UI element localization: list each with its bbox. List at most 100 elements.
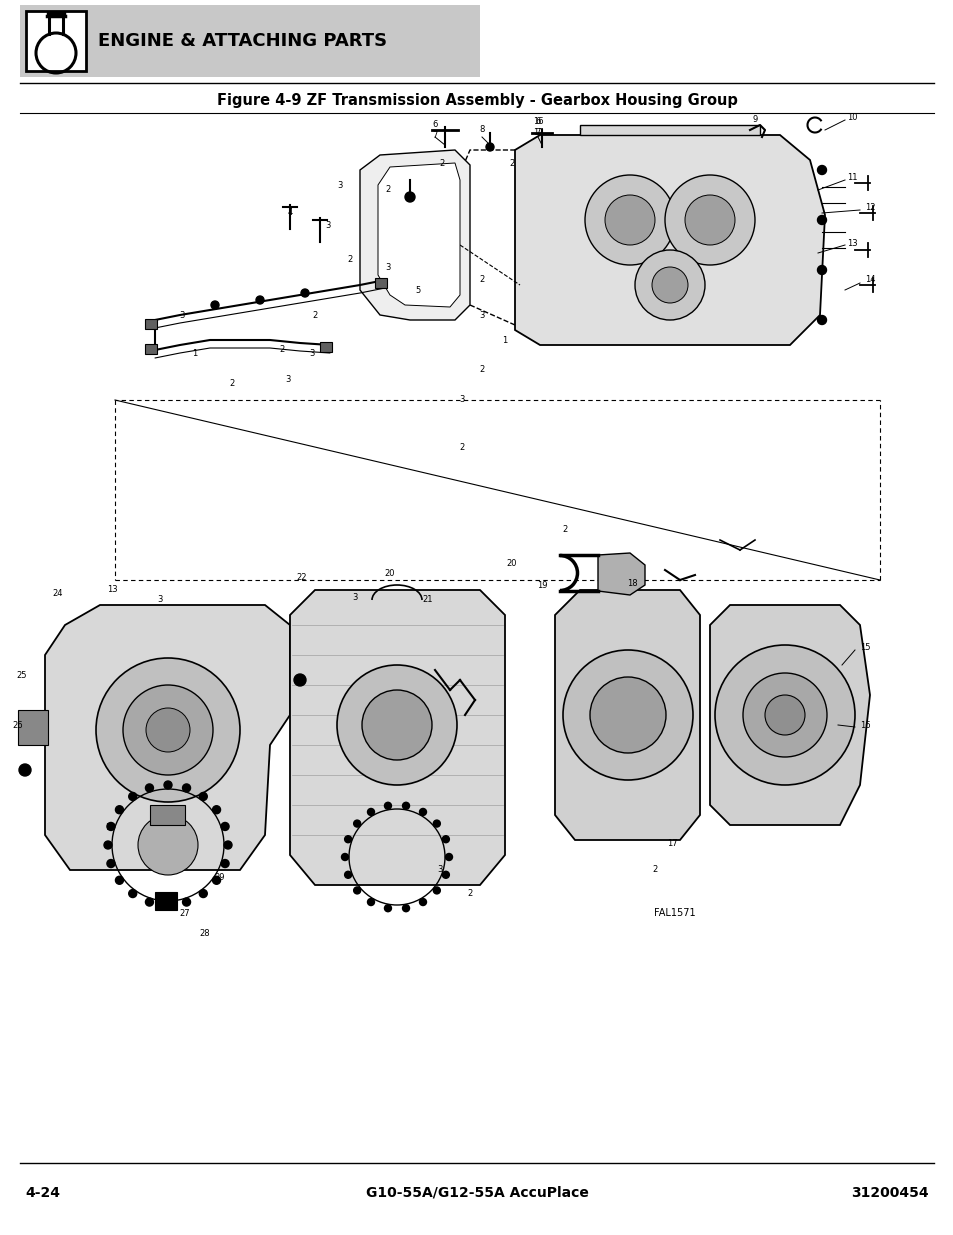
Circle shape bbox=[145, 898, 153, 906]
Text: 29: 29 bbox=[214, 872, 225, 882]
Circle shape bbox=[367, 899, 375, 905]
Text: 20: 20 bbox=[506, 558, 517, 568]
Circle shape bbox=[115, 805, 123, 814]
Circle shape bbox=[442, 871, 449, 878]
Text: 12: 12 bbox=[863, 203, 874, 211]
Text: ENGINE & ATTACHING PARTS: ENGINE & ATTACHING PARTS bbox=[98, 32, 387, 49]
Text: 2: 2 bbox=[279, 346, 284, 354]
Circle shape bbox=[199, 889, 207, 898]
Text: 16: 16 bbox=[859, 720, 869, 730]
Text: 19: 19 bbox=[537, 580, 547, 589]
Circle shape bbox=[367, 809, 375, 815]
Text: 27: 27 bbox=[179, 909, 190, 918]
Polygon shape bbox=[359, 149, 470, 320]
Text: FAL1571: FAL1571 bbox=[654, 908, 695, 918]
Bar bbox=[26, 11, 86, 70]
Circle shape bbox=[224, 841, 232, 848]
Circle shape bbox=[341, 853, 348, 861]
Circle shape bbox=[433, 820, 440, 827]
Circle shape bbox=[714, 645, 854, 785]
Circle shape bbox=[442, 836, 449, 842]
Text: 22: 22 bbox=[296, 573, 307, 582]
Text: 15: 15 bbox=[859, 642, 869, 652]
Text: 4: 4 bbox=[287, 209, 293, 217]
Circle shape bbox=[384, 803, 391, 809]
Circle shape bbox=[589, 677, 665, 753]
Circle shape bbox=[213, 805, 220, 814]
Circle shape bbox=[604, 195, 655, 245]
Circle shape bbox=[764, 695, 804, 735]
Bar bbox=[20, 5, 479, 77]
Polygon shape bbox=[555, 590, 700, 840]
Text: 3: 3 bbox=[179, 310, 185, 320]
Polygon shape bbox=[579, 125, 760, 135]
Circle shape bbox=[301, 289, 309, 296]
Bar bbox=[154, 892, 177, 910]
Text: 2: 2 bbox=[312, 310, 317, 320]
Bar bbox=[319, 342, 332, 352]
Text: 31200454: 31200454 bbox=[850, 1186, 928, 1200]
Circle shape bbox=[164, 781, 172, 789]
Bar bbox=[375, 278, 387, 288]
Circle shape bbox=[104, 841, 112, 848]
Text: 2: 2 bbox=[478, 275, 484, 284]
Circle shape bbox=[164, 902, 172, 909]
Circle shape bbox=[419, 809, 426, 815]
Text: 11: 11 bbox=[846, 173, 857, 182]
Text: 20: 20 bbox=[384, 568, 395, 578]
Text: 10: 10 bbox=[846, 112, 857, 121]
Text: 21: 21 bbox=[422, 595, 433, 604]
Circle shape bbox=[584, 175, 675, 266]
Text: 3: 3 bbox=[458, 395, 464, 405]
Circle shape bbox=[115, 877, 123, 884]
Circle shape bbox=[405, 191, 415, 203]
Circle shape bbox=[684, 195, 734, 245]
Circle shape bbox=[742, 673, 826, 757]
Text: 3: 3 bbox=[478, 310, 484, 320]
Text: 2: 2 bbox=[439, 158, 444, 168]
Text: 18: 18 bbox=[626, 578, 637, 588]
Text: 3: 3 bbox=[285, 375, 291, 384]
Text: 1: 1 bbox=[193, 348, 197, 357]
Text: 14: 14 bbox=[105, 823, 115, 831]
Text: 6
7: 6 7 bbox=[432, 120, 437, 140]
Circle shape bbox=[123, 685, 213, 776]
Circle shape bbox=[129, 889, 136, 898]
Circle shape bbox=[354, 820, 360, 827]
Circle shape bbox=[145, 784, 153, 792]
Circle shape bbox=[485, 143, 494, 151]
Bar bbox=[145, 343, 157, 353]
Circle shape bbox=[402, 905, 409, 911]
Circle shape bbox=[664, 175, 754, 266]
Circle shape bbox=[107, 860, 114, 867]
Text: 2: 2 bbox=[561, 526, 567, 535]
Text: 25: 25 bbox=[17, 671, 28, 679]
Text: 26: 26 bbox=[12, 720, 23, 730]
Circle shape bbox=[129, 793, 136, 800]
Circle shape bbox=[817, 165, 825, 174]
Circle shape bbox=[402, 803, 409, 809]
Bar bbox=[47, 12, 65, 16]
Circle shape bbox=[635, 249, 704, 320]
Circle shape bbox=[19, 764, 30, 776]
Circle shape bbox=[182, 784, 191, 792]
Text: 2: 2 bbox=[347, 256, 353, 264]
Text: 3: 3 bbox=[385, 263, 391, 272]
Circle shape bbox=[344, 836, 352, 842]
Polygon shape bbox=[709, 605, 869, 825]
Text: 3: 3 bbox=[352, 593, 357, 601]
Circle shape bbox=[146, 708, 190, 752]
Text: 28: 28 bbox=[199, 929, 210, 937]
Circle shape bbox=[445, 853, 452, 861]
Circle shape bbox=[199, 793, 207, 800]
Text: Figure 4-9 ZF Transmission Assembly - Gearbox Housing Group: Figure 4-9 ZF Transmission Assembly - Ge… bbox=[216, 93, 737, 107]
Circle shape bbox=[221, 823, 229, 830]
Circle shape bbox=[344, 871, 352, 878]
Circle shape bbox=[817, 266, 825, 274]
Text: 1: 1 bbox=[502, 336, 507, 345]
Text: 2: 2 bbox=[652, 866, 657, 874]
Circle shape bbox=[213, 877, 220, 884]
Circle shape bbox=[294, 674, 306, 685]
Circle shape bbox=[651, 267, 687, 303]
Circle shape bbox=[817, 215, 825, 225]
